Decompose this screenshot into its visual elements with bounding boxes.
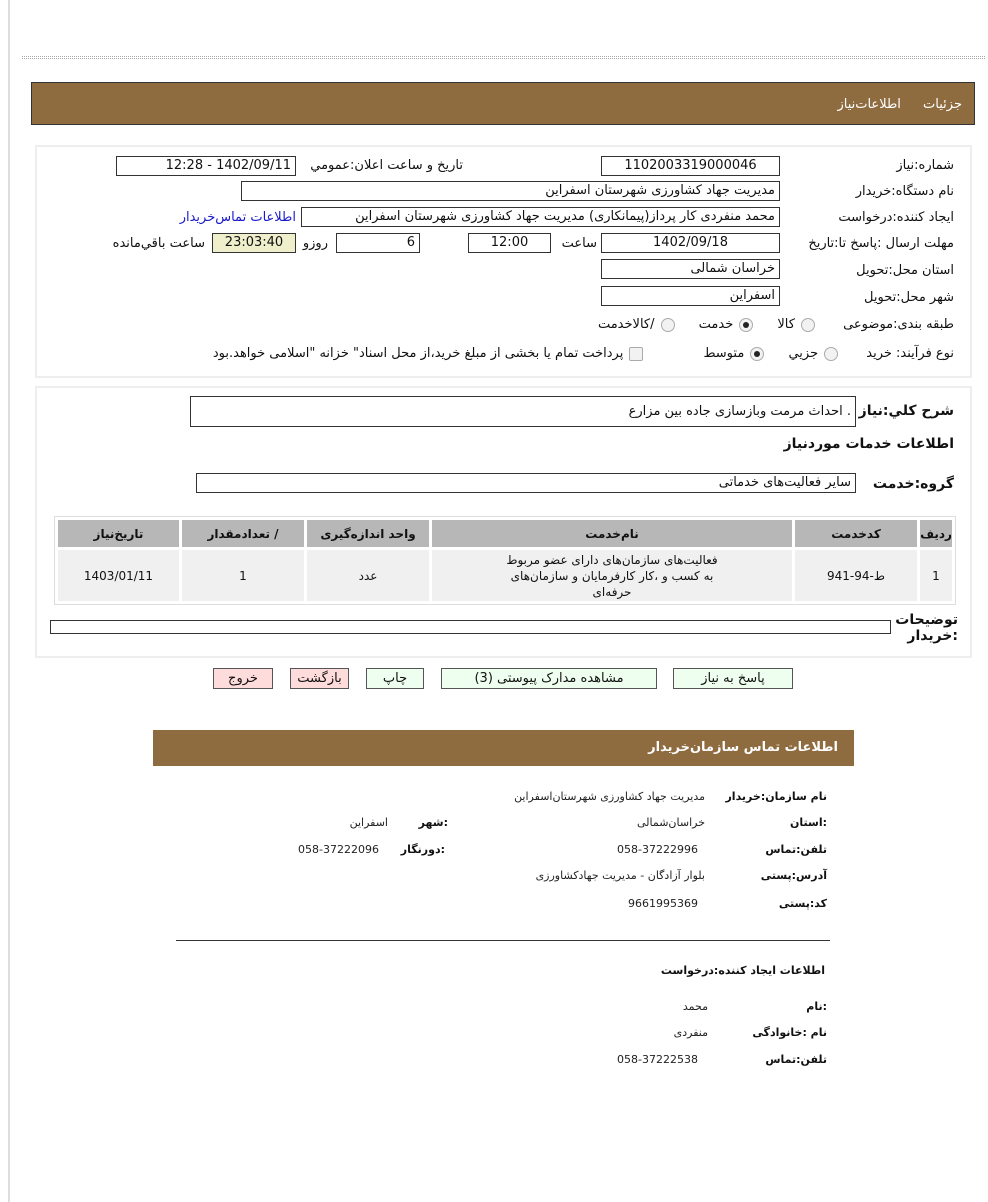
postal-label: کد:پستی	[778, 897, 827, 910]
desc-label: شرح کلي:نیاز	[858, 403, 954, 419]
category-goods-service-radio[interactable]	[660, 317, 675, 332]
attachments-button[interactable]: مشاهده مدارک پیوستی (3)	[441, 668, 657, 689]
name-label: :نام	[806, 1000, 827, 1013]
category-label: طبقه بندی:موضوعی	[843, 317, 954, 332]
details-panel	[35, 386, 972, 658]
category-goods-service-label: /کالاخدمت	[597, 317, 655, 332]
group-field: سایر فعالیت‌های خدماتی	[196, 473, 856, 493]
buyer-org-field: مدیریت جهاد کشاورزی شهرستان اسفراین	[241, 181, 780, 201]
table-row: 1 ط-94-941 فعالیت‌های سازمان‌های دارای ع…	[58, 550, 952, 601]
family-value: منفردی	[673, 1026, 708, 1039]
fax-value: 058-37222096	[298, 843, 379, 856]
services-title: اطلاعات خدمات موردنیاز	[783, 436, 954, 452]
need-number-label: شماره:نیاز	[896, 158, 954, 173]
process-row: نوع فرآیند: خرید جزیي متوسط پرداخت تمام …	[207, 346, 954, 361]
contact-city-value: اسفراین	[349, 816, 388, 829]
process-medium-label: متوسط	[703, 346, 745, 361]
tab-details[interactable]: جزئیات	[923, 97, 962, 112]
cell-name: فعالیت‌های سازمان‌های دارای عضو مربوط به…	[432, 550, 792, 601]
col-qty: / تعدادمقدار	[182, 520, 304, 547]
category-goods-label: کالا	[777, 317, 795, 332]
col-name: نام‌خدمت	[432, 520, 792, 547]
remaining-label: ساعت باقي‌مانده	[112, 236, 205, 251]
remaining-time-field: 23:03:40	[212, 233, 296, 253]
creator-label: ایجاد کنندە:درخواست	[838, 210, 954, 225]
category-service-label: خدمت	[698, 317, 734, 332]
creator-info-title: اطلاعات ایجاد کننده:درخواست	[660, 964, 825, 977]
org-label: نام سازمان:خریدار	[725, 790, 827, 803]
col-unit: واحد اندازه‌گیری	[307, 520, 429, 547]
cell-date: 1403/01/11	[58, 550, 179, 601]
category-goods-radio[interactable]	[800, 317, 815, 332]
creator-phone-label: تلفن:تماس	[765, 1053, 827, 1066]
contact-divider	[176, 940, 830, 941]
contact-header: اطلاعات تماس سازمان‌خریدار	[153, 730, 854, 766]
deadline-label: مهلت ارسال :پاسخ تا:تاریخ	[808, 236, 954, 251]
divider	[22, 56, 985, 59]
print-button[interactable]: چاپ	[366, 668, 424, 689]
need-number-field: 1102003319000046	[601, 156, 780, 176]
cell-code: ط-94-941	[795, 550, 917, 601]
cell-qty: 1	[182, 550, 304, 601]
left-border	[8, 0, 10, 1202]
group-label: گروه:خدمت	[872, 476, 954, 492]
province-label: استان محل:تحویل	[856, 263, 954, 278]
col-code: کدخدمت	[795, 520, 917, 547]
address-value: بلوار آزادگان - مدیریت جهادکشاورزی	[535, 869, 705, 882]
province-field: خراسان شمالی	[601, 259, 780, 279]
back-button[interactable]: بازگشت	[290, 668, 349, 689]
process-medium-radio[interactable]	[750, 346, 765, 361]
announce-label: تاریخ و ساعت اعلان:عمومي	[310, 158, 463, 173]
category-row: طبقه بندی:موضوعی کالا خدمت /کالاخدمت	[592, 317, 954, 332]
treasury-checkbox[interactable]	[629, 346, 644, 361]
buyer-contact-link[interactable]: اطلاعات تماس‌خریدار	[179, 210, 296, 225]
tab-need-info[interactable]: اطلاعات‌نیاز	[837, 97, 901, 112]
deadline-date-field: 1402/09/18	[601, 233, 780, 253]
creator-field: محمد منفردی کار پرداز(پیمانکاری) مدیریت …	[301, 207, 780, 227]
category-service-radio[interactable]	[739, 317, 754, 332]
org-value: مدیریت جهاد کشاورزی شهرستان‌اسفراین	[514, 790, 705, 803]
announce-field: 1402/09/11 - 12:28	[116, 156, 296, 176]
buyer-org-label: نام دستگاه:خریدار	[855, 184, 954, 199]
city-field: اسفراین	[601, 286, 780, 306]
family-label: نام :خانوادگی	[752, 1026, 827, 1039]
deadline-time-field: 12:00	[468, 233, 551, 253]
process-minor-label: جزیي	[788, 346, 819, 361]
phone-label: تلفن:تماس	[765, 843, 827, 856]
reply-button[interactable]: پاسخ به نیاز	[673, 668, 793, 689]
contact-province-label: :استان	[790, 816, 827, 829]
cell-unit: عدد	[307, 550, 429, 601]
table-header: ردیف کدخدمت نام‌خدمت واحد اندازه‌گیری / …	[58, 520, 952, 547]
contact-province-value: خراسان‌شمالی	[636, 816, 705, 829]
days-label: روزو	[302, 236, 328, 251]
address-label: آدرس:پستی	[760, 869, 827, 882]
services-table: ردیف کدخدمت نام‌خدمت واحد اندازه‌گیری / …	[55, 517, 955, 604]
col-row: ردیف	[920, 520, 952, 547]
contact-city-label: :شهر	[418, 816, 448, 829]
time-label: ساعت	[561, 236, 597, 251]
exit-button[interactable]: خروج	[213, 668, 273, 689]
fax-label: :دورنگار	[400, 843, 445, 856]
postal-value: 9661995369	[628, 897, 698, 910]
process-label: نوع فرآیند: خرید	[866, 346, 954, 361]
days-field: 6	[336, 233, 420, 253]
cell-row: 1	[920, 550, 952, 601]
buyer-notes-label: توضیحات :خریدار	[895, 612, 958, 644]
need-info-panel	[35, 145, 972, 378]
treasury-label: پرداخت تمام یا بخشی از مبلغ خرید،از محل …	[212, 346, 624, 361]
desc-field: . احداث مرمت وبازسازی جاده بین مزارع	[190, 396, 856, 427]
page-header: جزئیات اطلاعات‌نیاز	[31, 82, 975, 125]
col-date: تاریخ‌نیاز	[58, 520, 179, 547]
name-value: محمد	[682, 1000, 708, 1013]
process-minor-radio[interactable]	[824, 346, 839, 361]
services-table-wrap: ردیف کدخدمت نام‌خدمت واحد اندازه‌گیری / …	[54, 516, 956, 605]
creator-phone-value: 058-37222538	[617, 1053, 698, 1066]
phone-value: 058-37222996	[617, 843, 698, 856]
buyer-notes-field	[50, 620, 891, 634]
city-label: شهر محل:تحویل	[864, 290, 954, 305]
